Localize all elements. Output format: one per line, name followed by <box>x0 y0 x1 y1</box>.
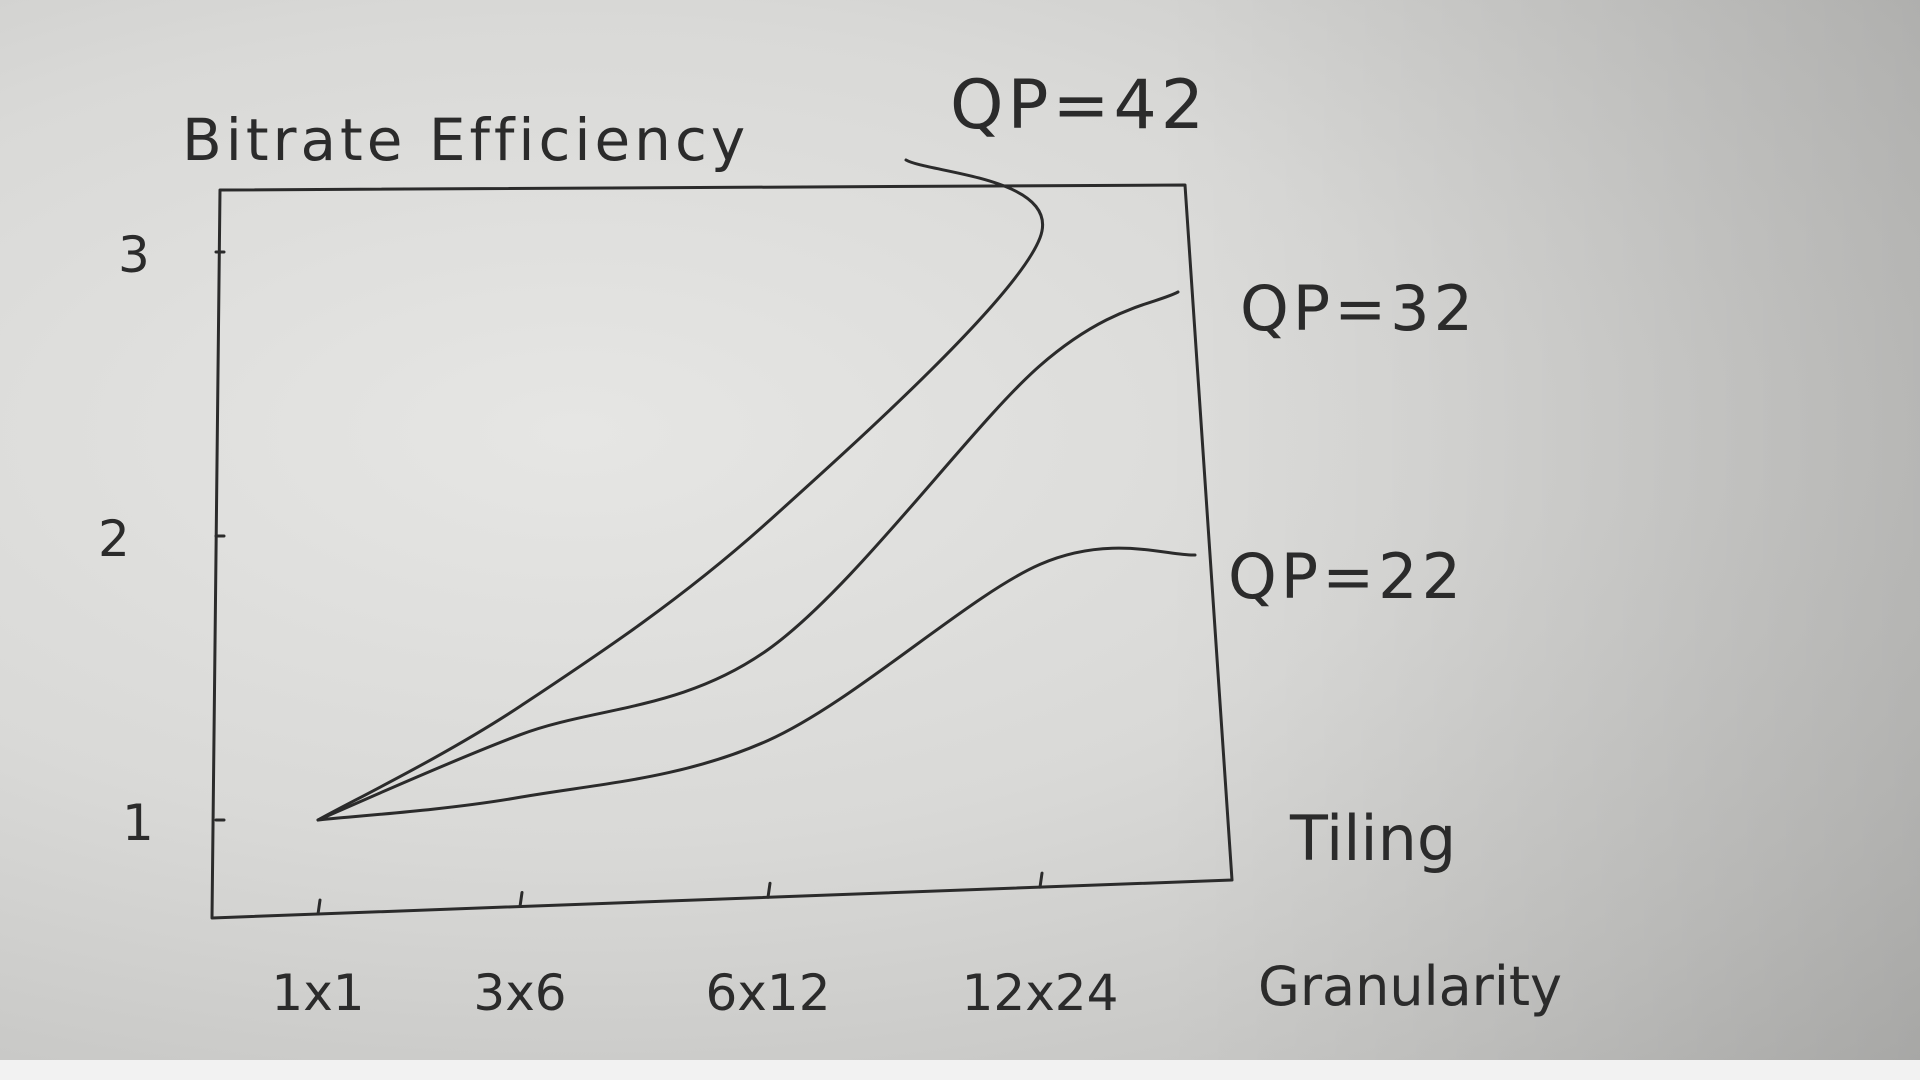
x-tick-mark <box>766 881 772 899</box>
series-group: QP=42 QP=32 QP=22 <box>316 66 1477 822</box>
plot-frame <box>210 183 1234 920</box>
x-tick-mark <box>316 898 322 916</box>
x-tick-label: 6x12 <box>705 964 830 1022</box>
series-label: QP=42 <box>950 66 1208 145</box>
series-label: QP=22 <box>1228 540 1465 613</box>
y-tick-label: 3 <box>118 226 150 284</box>
x-tick-labels: 1x1 3x6 6x12 12x24 <box>271 871 1119 1022</box>
series-line <box>316 546 1197 822</box>
series-label: QP=32 <box>1240 272 1477 345</box>
x-tick-label: 1x1 <box>271 964 364 1022</box>
series-line <box>316 158 1045 822</box>
x-tick-mark <box>518 891 524 909</box>
x-axis-label: Tiling Granularity <box>1258 802 1562 1018</box>
desk-edge <box>0 1060 1920 1080</box>
x-tick-mark <box>1038 871 1044 889</box>
chart-title: Bitrate Efficiency <box>182 106 749 174</box>
y-tick-label: 2 <box>98 510 130 568</box>
x-tick-label: 12x24 <box>962 964 1119 1022</box>
y-tick-label: 1 <box>122 794 154 852</box>
series-line <box>316 290 1180 822</box>
y-tick-labels: 1 2 3 <box>98 226 226 852</box>
x-tick-label: 3x6 <box>473 964 566 1022</box>
